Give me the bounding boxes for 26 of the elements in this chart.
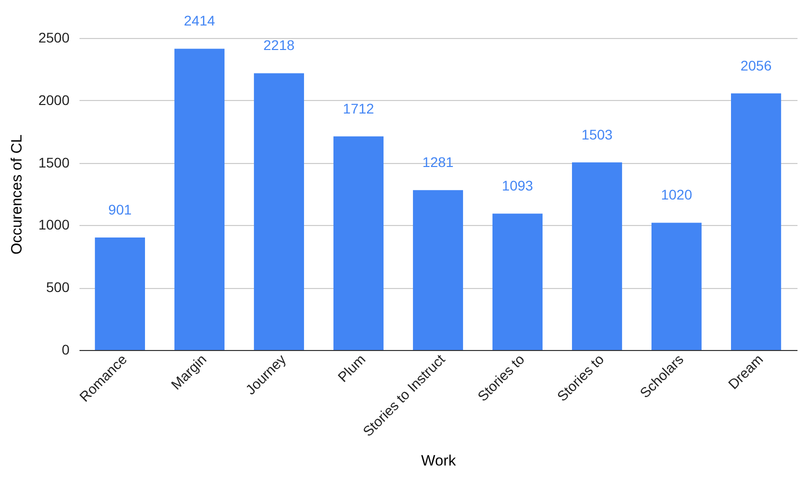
y-tick-label: 500 bbox=[46, 279, 70, 296]
y-tick-label: 2000 bbox=[38, 92, 70, 108]
bar bbox=[94, 238, 145, 350]
bar bbox=[651, 222, 702, 350]
y-tick-label: 0 bbox=[62, 342, 70, 358]
data-label: 2414 bbox=[184, 12, 216, 29]
data-label: 1281 bbox=[422, 154, 454, 170]
data-label: 1503 bbox=[581, 126, 613, 142]
data-label: 2056 bbox=[740, 57, 772, 74]
bar bbox=[174, 48, 225, 350]
y-tick-label: 2500 bbox=[38, 30, 70, 46]
bar bbox=[492, 214, 543, 350]
data-label: 1093 bbox=[502, 178, 534, 194]
data-label: 1712 bbox=[342, 100, 374, 116]
data-label: 901 bbox=[108, 202, 132, 218]
bar bbox=[731, 93, 782, 350]
bar bbox=[254, 73, 304, 350]
data-label: 1020 bbox=[660, 186, 692, 203]
y-axis-title: Occurences of CL bbox=[8, 134, 26, 255]
y-tick-label: 1500 bbox=[38, 154, 70, 170]
bar bbox=[412, 190, 464, 350]
y-tick-label: 1000 bbox=[38, 216, 70, 233]
data-label: 2218 bbox=[263, 37, 295, 54]
bar bbox=[572, 162, 622, 350]
bar bbox=[333, 136, 384, 350]
x-axis-title: Work bbox=[421, 452, 456, 470]
